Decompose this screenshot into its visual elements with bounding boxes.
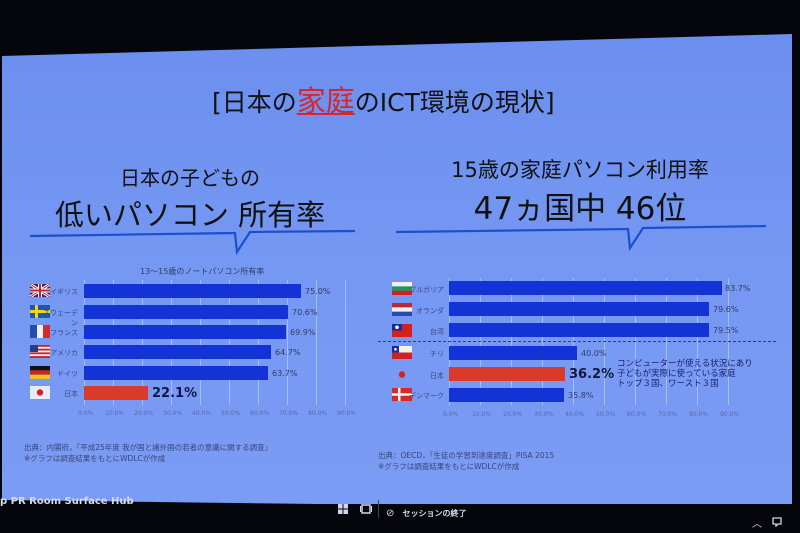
x-tick: 70.0% bbox=[658, 411, 678, 418]
value-label: 79.5% bbox=[713, 326, 739, 335]
x-tick: 0.0% bbox=[443, 411, 459, 418]
x-tick: 70.0% bbox=[279, 410, 299, 417]
category-label: チリ bbox=[430, 350, 444, 358]
flag-france-icon bbox=[30, 325, 50, 338]
x-tick: 80.0% bbox=[689, 411, 709, 418]
value-label: 79.6% bbox=[713, 305, 739, 314]
flag-netherlands-icon bbox=[392, 303, 412, 316]
end-session-icon: ⊘ bbox=[386, 508, 395, 519]
flag-sweden-icon bbox=[30, 305, 50, 318]
x-tick: 40.0% bbox=[565, 411, 585, 418]
notification-icon[interactable] bbox=[772, 517, 782, 527]
bar-chile bbox=[449, 346, 577, 360]
value-label: 75.0% bbox=[305, 287, 331, 296]
slide-title: [日本の家庭のICT環境の現状] bbox=[212, 78, 555, 120]
category-label: 日本 bbox=[430, 372, 444, 380]
x-tick: 60.0% bbox=[250, 410, 270, 417]
flag-bulgaria-icon bbox=[392, 282, 412, 295]
top-worst-divider bbox=[378, 341, 776, 342]
value-label: 40.0% bbox=[581, 349, 607, 358]
value-label: 69.9% bbox=[290, 328, 316, 337]
flag-uk-icon bbox=[30, 284, 50, 297]
category-label: アメリカ bbox=[50, 349, 78, 357]
left-heading-line1: 日本の子どもの bbox=[120, 166, 260, 190]
x-tick: 20.0% bbox=[503, 411, 523, 418]
bar-denmark bbox=[449, 388, 564, 402]
x-tick: 60.0% bbox=[627, 411, 647, 418]
task-view-icon[interactable] bbox=[360, 504, 372, 514]
x-tick: 30.0% bbox=[163, 410, 183, 417]
category-label: スウェーデン bbox=[43, 309, 78, 327]
category-label: 台湾 bbox=[430, 328, 444, 336]
value-label: 70.6% bbox=[292, 308, 318, 317]
windows-icon[interactable] bbox=[338, 504, 348, 514]
title-suffix: のICT環境の現状] bbox=[354, 88, 555, 117]
flag-usa-icon bbox=[30, 345, 50, 358]
flag-japan-icon bbox=[398, 371, 406, 378]
x-tick: 20.0% bbox=[134, 410, 154, 417]
chevron-up-icon[interactable]: ︿ bbox=[752, 519, 762, 530]
right-heading-line1: 15歳の家庭パソコン利用率 bbox=[451, 158, 709, 182]
title-highlight: 家庭 bbox=[296, 84, 355, 118]
flag-denmark-icon bbox=[392, 388, 412, 401]
bar-uk bbox=[84, 284, 301, 298]
value-label-highlight: 22.1% bbox=[152, 386, 198, 401]
x-tick: 50.0% bbox=[221, 410, 241, 417]
bar-germany bbox=[84, 366, 268, 380]
value-label: 64.7% bbox=[275, 348, 301, 357]
value-label: 35.8% bbox=[568, 391, 594, 400]
x-tick: 30.0% bbox=[534, 411, 554, 418]
category-label: ドイツ bbox=[57, 370, 78, 378]
x-tick: 10.0% bbox=[472, 411, 492, 418]
x-tick: 80.0% bbox=[308, 410, 328, 417]
taskbar-divider bbox=[378, 500, 379, 518]
device-name: p PR Room Surface Hub bbox=[0, 496, 134, 507]
category-label: デンマーク bbox=[409, 392, 444, 400]
bar-japan bbox=[84, 386, 148, 400]
title-prefix: [日本の bbox=[212, 88, 297, 117]
bar-france bbox=[84, 325, 286, 339]
flag-chile-icon bbox=[392, 346, 412, 359]
bar-netherlands bbox=[449, 302, 709, 316]
value-label-highlight: 36.2% bbox=[569, 367, 615, 382]
slide-screen bbox=[2, 34, 792, 504]
left-source: 出典：内閣府，「平成25年度 我が国と諸外国の若者の意識に関する調査」 ※グラフ… bbox=[24, 443, 273, 463]
bar-sweden bbox=[84, 305, 288, 319]
category-label: フランス bbox=[50, 329, 78, 337]
flag-taiwan-icon bbox=[392, 324, 412, 337]
x-tick: 0.0% bbox=[78, 410, 94, 417]
x-tick: 40.0% bbox=[192, 410, 212, 417]
flag-germany-icon bbox=[30, 366, 50, 379]
bar-taiwan bbox=[449, 323, 709, 337]
right-source: 出典：OECD，「生徒の学習到達度調査」PISA 2015 ※グラフは調査結果を… bbox=[378, 451, 555, 471]
left-heading-line2: 低いパソコン 所有率 bbox=[54, 198, 326, 232]
category-label: オランダ bbox=[416, 307, 444, 315]
bar-usa bbox=[84, 345, 271, 359]
bar-bulgaria bbox=[449, 281, 722, 295]
left-chart-title: 13～15歳のノートパソコン所有率 bbox=[140, 267, 265, 276]
category-label: ブルガリア bbox=[409, 286, 444, 294]
bar-japan bbox=[449, 367, 565, 381]
category-label: 日本 bbox=[64, 390, 78, 398]
x-tick: 90.0% bbox=[337, 410, 357, 417]
x-tick: 50.0% bbox=[596, 411, 616, 418]
right-heading-line2: 47ヵ国中 46位 bbox=[473, 191, 687, 227]
value-label: 63.7% bbox=[272, 369, 298, 378]
category-label: イギリス bbox=[50, 288, 78, 296]
end-session-button[interactable]: ⊘ セッションの終了 bbox=[386, 508, 467, 519]
flag-japan-icon bbox=[30, 386, 50, 399]
x-tick: 10.0% bbox=[105, 410, 125, 417]
x-tick: 90.0% bbox=[720, 411, 740, 418]
value-label: 83.7% bbox=[725, 284, 751, 293]
chart-note: コンピューターが使える状況にあり 子どもが実際に使っている家庭 トップ３国、ワー… bbox=[617, 359, 753, 389]
